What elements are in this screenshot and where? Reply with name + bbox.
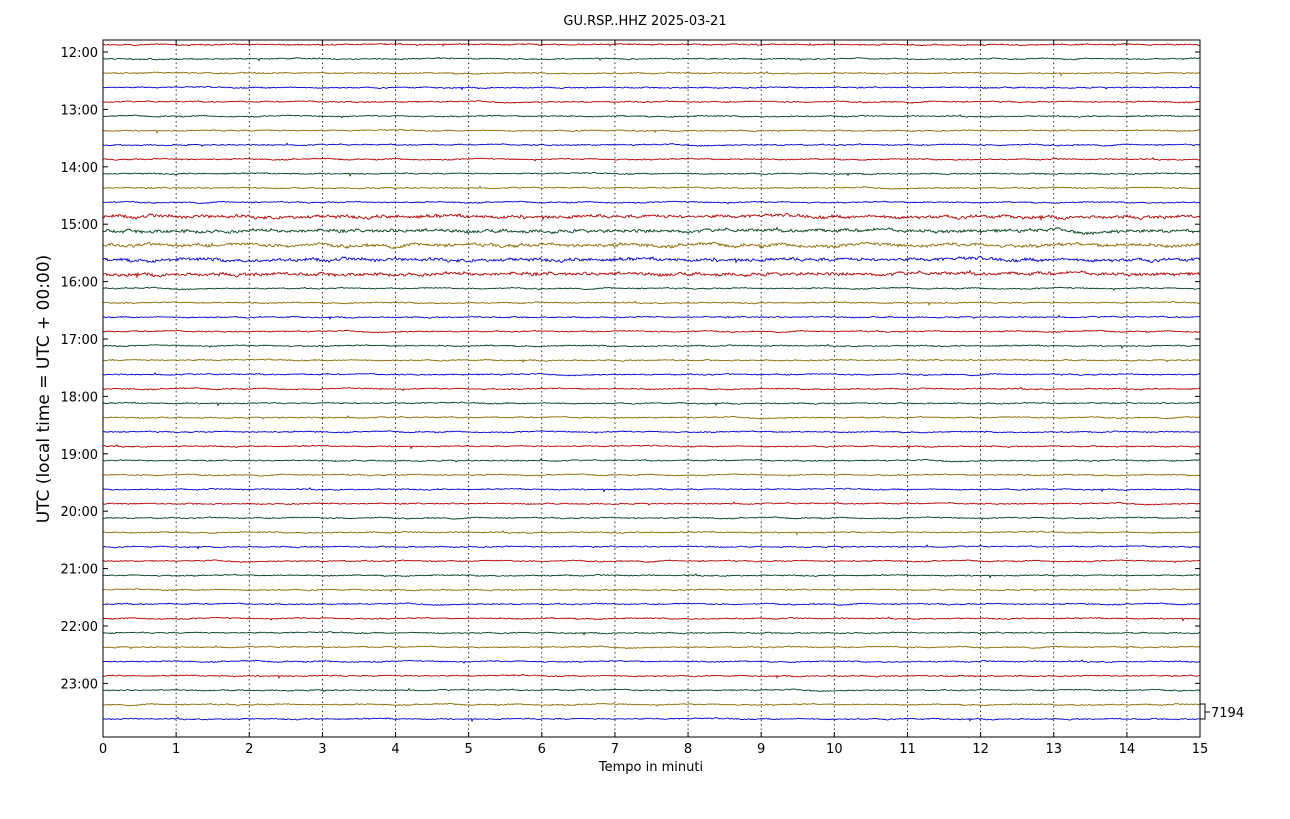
x-tick-label: 1 (172, 742, 180, 757)
trace-line (102, 559, 1201, 564)
x-tick-label: 0 (99, 742, 107, 757)
trace-line (102, 716, 1201, 723)
trace-line (102, 372, 1201, 377)
y-tick-label: 23:00 (61, 677, 98, 692)
trace-line (102, 674, 1201, 680)
x-tick-label: 6 (538, 742, 546, 757)
trace-line (102, 473, 1201, 478)
x-tick-label: 12 (972, 742, 989, 757)
x-tick-label: 14 (1119, 742, 1136, 757)
trace-line (102, 241, 1201, 250)
seismic-traces (102, 42, 1201, 723)
trace-line (102, 128, 1201, 134)
trace-line (102, 358, 1201, 364)
trace-line (102, 314, 1201, 321)
scale-bracket (1200, 703, 1210, 720)
trace-line (102, 573, 1201, 579)
y-tick-label: 19:00 (61, 448, 98, 463)
trace-line (102, 444, 1201, 450)
trace-line (102, 602, 1201, 606)
y-tick-label: 12:00 (61, 46, 98, 61)
trace-line (102, 142, 1201, 147)
x-tick-label: 4 (391, 742, 399, 757)
x-tick-label: 15 (1192, 742, 1209, 757)
trace-line (102, 213, 1201, 222)
trace-line (102, 458, 1201, 463)
x-tick-label: 9 (757, 742, 765, 757)
y-tick-label: 17:00 (61, 333, 98, 348)
y-axis-label: UTC (local time = UTC + 00:00) (34, 255, 54, 524)
trace-line (102, 587, 1201, 593)
trace-line (102, 113, 1201, 119)
plot-frame (102, 39, 1201, 738)
y-tick-label: 21:00 (61, 563, 98, 578)
x-tick-label: 13 (1045, 742, 1062, 757)
trace-line (102, 100, 1201, 104)
trace-line (102, 226, 1201, 236)
trace-line (102, 256, 1201, 264)
y-axis: 12:00 13:00 14:00 15:00 16:00 17:00 18:00 19:00… (61, 46, 1200, 692)
trace-line (102, 631, 1201, 636)
x-tick-label: 7 (611, 742, 619, 757)
trace-line (102, 42, 1201, 47)
scale-value-label: 7194 (1211, 706, 1244, 721)
trace-line (102, 544, 1201, 550)
trace-line (102, 659, 1201, 664)
trace-line (102, 286, 1201, 291)
trace-line (102, 200, 1201, 205)
trace-line (102, 487, 1201, 493)
trace-line (102, 702, 1201, 707)
trace-line (102, 430, 1201, 435)
x-tick-label: 10 (826, 742, 843, 757)
trace-line (102, 401, 1201, 407)
trace-line (102, 415, 1201, 420)
trace-line (102, 343, 1201, 350)
x-tick-label: 5 (465, 742, 473, 757)
y-tick-label: 16:00 (61, 276, 98, 291)
y-tick-label: 18:00 (61, 390, 98, 405)
trace-line (102, 56, 1201, 62)
trace-line (102, 329, 1201, 334)
y-tick-label: 20:00 (61, 505, 98, 520)
trace-line (102, 644, 1201, 650)
amplitude-scale-bar: 7194 (1200, 703, 1244, 721)
trace-line (102, 185, 1201, 190)
y-tick-label: 15:00 (61, 218, 98, 233)
x-tick-label: 11 (899, 742, 916, 757)
trace-line (102, 85, 1201, 91)
trace-line (102, 687, 1201, 693)
x-tick-label: 3 (318, 742, 326, 757)
trace-line (102, 516, 1201, 521)
trace-line (102, 300, 1201, 307)
trace-line (102, 157, 1201, 162)
trace-line (102, 616, 1201, 622)
trace-line (102, 386, 1201, 392)
trace-line (102, 172, 1201, 177)
trace-line (102, 501, 1201, 506)
y-tick-label: 14:00 (61, 161, 98, 176)
trace-line (102, 269, 1201, 279)
y-tick-label: 13:00 (61, 103, 98, 118)
x-tick-label: 2 (245, 742, 253, 757)
x-tick-label: 8 (684, 742, 692, 757)
x-axis-label: Tempo in minuti (598, 760, 703, 775)
y-tick-label: 22:00 (61, 620, 98, 635)
grid-lines (175, 40, 1128, 737)
chart-title: GU.RSP..HHZ 2025-03-21 (563, 14, 726, 29)
x-axis: 0 1 2 3 4 5 6 7 8 9 10 11 12 13 14 15 (99, 40, 1208, 757)
trace-line (102, 70, 1201, 77)
trace-line (102, 530, 1201, 536)
